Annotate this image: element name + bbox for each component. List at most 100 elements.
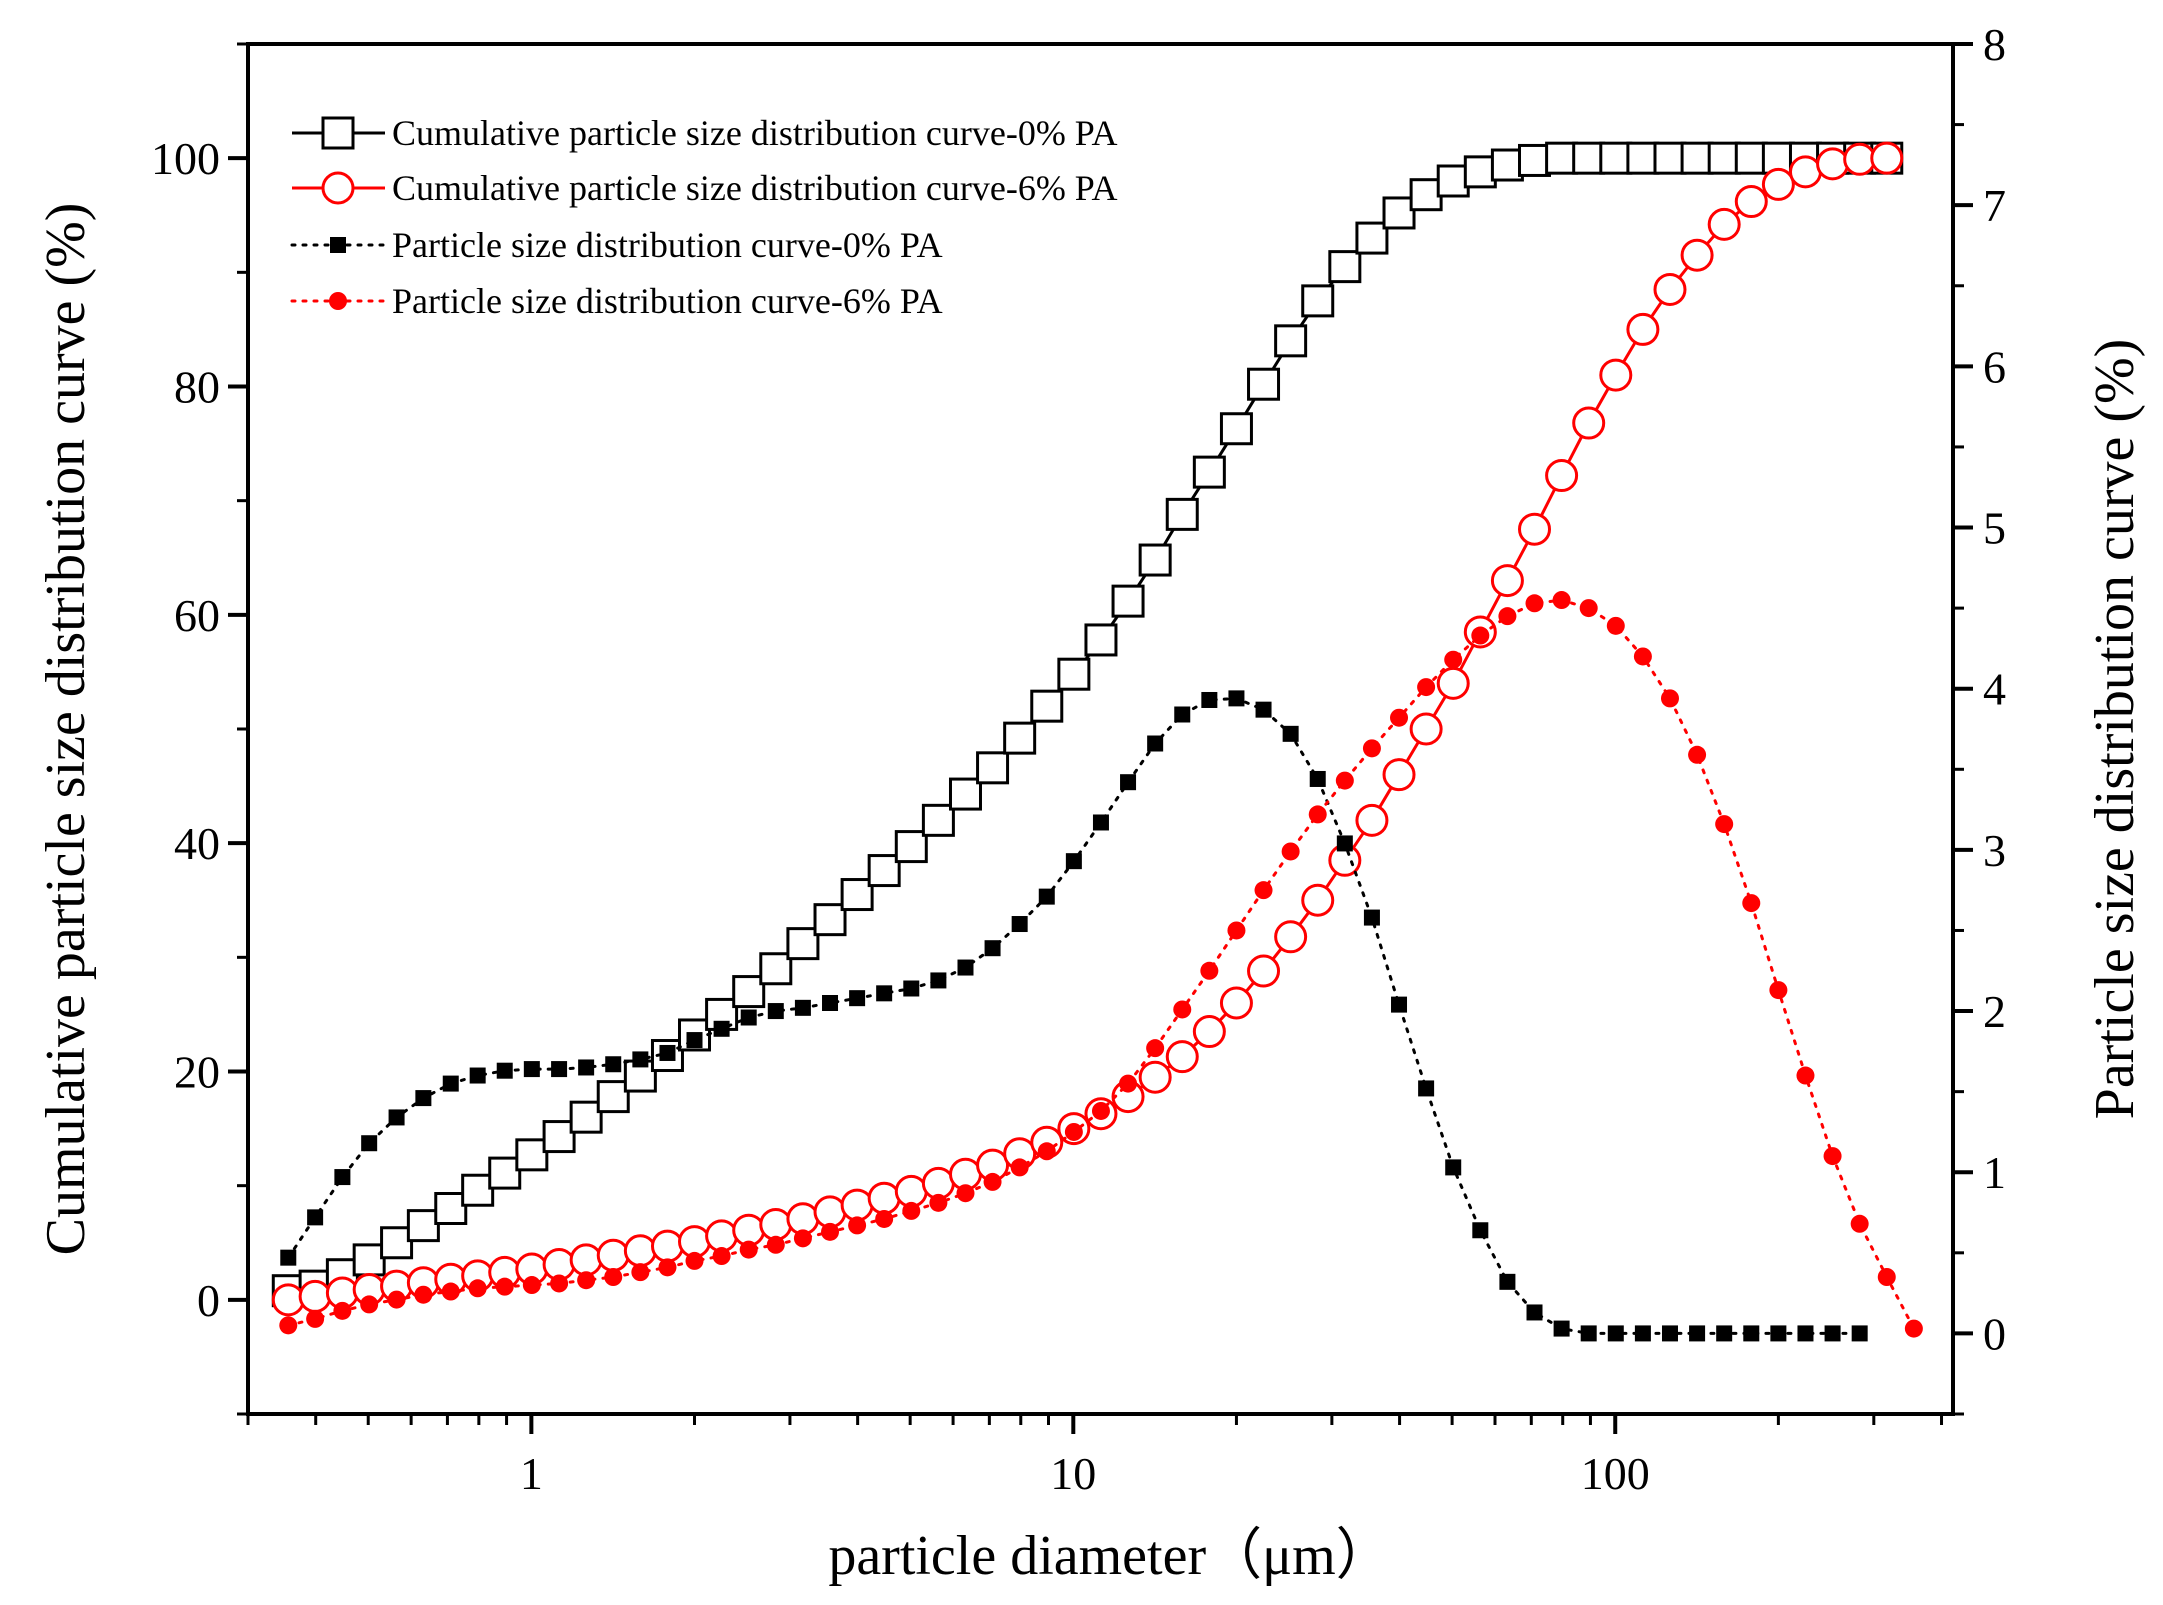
x-tick-label: 10	[1050, 1448, 1096, 1499]
data-point	[361, 1135, 378, 1152]
data-point	[1661, 1325, 1678, 1342]
data-point	[1328, 250, 1362, 284]
data-point	[577, 1271, 596, 1290]
data-point	[948, 777, 982, 811]
data-point	[1707, 141, 1741, 175]
data-point	[1816, 147, 1850, 181]
data-point	[434, 1192, 468, 1225]
data-point	[1545, 459, 1579, 493]
data-point	[569, 1243, 603, 1277]
data-point	[659, 1044, 676, 1061]
data-point	[1498, 607, 1517, 626]
data-point	[1065, 853, 1082, 870]
data-point	[894, 1174, 928, 1208]
data-point	[334, 1169, 351, 1186]
data-point	[1219, 412, 1253, 446]
data-point	[786, 1202, 820, 1236]
data-point	[496, 1062, 513, 1079]
axis-ticks	[228, 42, 1973, 1434]
data-point	[1734, 141, 1768, 175]
data-point	[1526, 1304, 1543, 1321]
data-point	[1064, 1122, 1083, 1141]
data-point	[461, 1173, 495, 1207]
data-point	[1599, 358, 1633, 392]
data-point	[1165, 1040, 1199, 1074]
data-point	[793, 1229, 812, 1248]
data-point	[739, 1240, 758, 1259]
y-right-tick-label: 7	[1983, 180, 2006, 231]
data-point	[1525, 594, 1544, 613]
data-point	[1382, 758, 1416, 792]
data-point	[406, 1209, 440, 1243]
data-point	[1490, 564, 1524, 598]
data-point	[1579, 599, 1598, 618]
data-point	[1680, 141, 1714, 175]
data-point	[1490, 148, 1524, 182]
data-point	[306, 1309, 325, 1328]
data-point	[1037, 1142, 1056, 1161]
data-point	[1553, 1320, 1570, 1337]
y-right-tick-label: 4	[1983, 664, 2006, 715]
data-point	[1634, 1325, 1651, 1342]
data-point	[840, 1188, 874, 1222]
data-point	[515, 1138, 549, 1172]
x-tick-label: 100	[1581, 1448, 1650, 1499]
data-point	[469, 1067, 486, 1084]
data-point	[1219, 986, 1253, 1020]
data-point	[876, 985, 893, 1002]
data-point	[1843, 142, 1877, 176]
series-2	[280, 690, 1868, 1342]
data-point	[1788, 155, 1822, 189]
data-point	[623, 1234, 657, 1268]
data-point	[1301, 883, 1335, 917]
data-point	[523, 1061, 540, 1078]
series-3	[279, 591, 1923, 1338]
data-point	[468, 1279, 487, 1298]
y-left-tick-label: 100	[151, 133, 220, 184]
data-point	[1200, 961, 1219, 980]
data-point	[1003, 721, 1037, 755]
data-point	[551, 1061, 568, 1078]
data-point	[1716, 1325, 1733, 1342]
data-point	[976, 751, 1010, 785]
data-point	[713, 1020, 730, 1037]
data-point	[1247, 954, 1281, 988]
data-point	[1057, 657, 1091, 691]
data-point	[1904, 1319, 1923, 1338]
data-point	[1363, 909, 1380, 926]
y-right-tick-label: 2	[1983, 986, 2006, 1037]
data-point	[1111, 584, 1145, 618]
data-point	[867, 854, 901, 888]
data-point	[1038, 888, 1055, 905]
y-left-tick-label: 60	[174, 590, 220, 641]
data-point	[1274, 920, 1308, 954]
legend-label: Cumulative particle size distribution cu…	[392, 168, 1118, 208]
data-point	[1715, 815, 1734, 834]
data-point	[1146, 1039, 1165, 1058]
data-point	[1734, 185, 1768, 219]
data-point	[495, 1277, 514, 1296]
data-point	[902, 1201, 921, 1220]
data-point	[822, 995, 839, 1011]
data-point	[569, 1100, 603, 1134]
data-point	[813, 1195, 847, 1229]
data-point	[1301, 284, 1335, 318]
legend-label: Particle size distribution curve-6% PA	[392, 281, 943, 321]
data-point	[550, 1274, 569, 1293]
data-point	[821, 1222, 840, 1241]
data-point	[1409, 712, 1443, 746]
data-point	[894, 830, 928, 864]
data-point	[956, 1184, 975, 1203]
y-left-tick-label: 40	[174, 818, 220, 869]
data-point	[1653, 272, 1687, 306]
data-point	[1689, 1325, 1706, 1342]
data-point	[1390, 708, 1409, 727]
data-point	[1680, 238, 1714, 272]
legend: Cumulative particle size distribution cu…	[290, 113, 1118, 321]
series-line	[286, 598, 1916, 1331]
data-point	[1147, 735, 1164, 752]
legend-item-dist-0: Particle size distribution curve-0% PA	[290, 225, 943, 265]
data-point	[1463, 155, 1497, 189]
data-point	[1580, 1325, 1597, 1342]
